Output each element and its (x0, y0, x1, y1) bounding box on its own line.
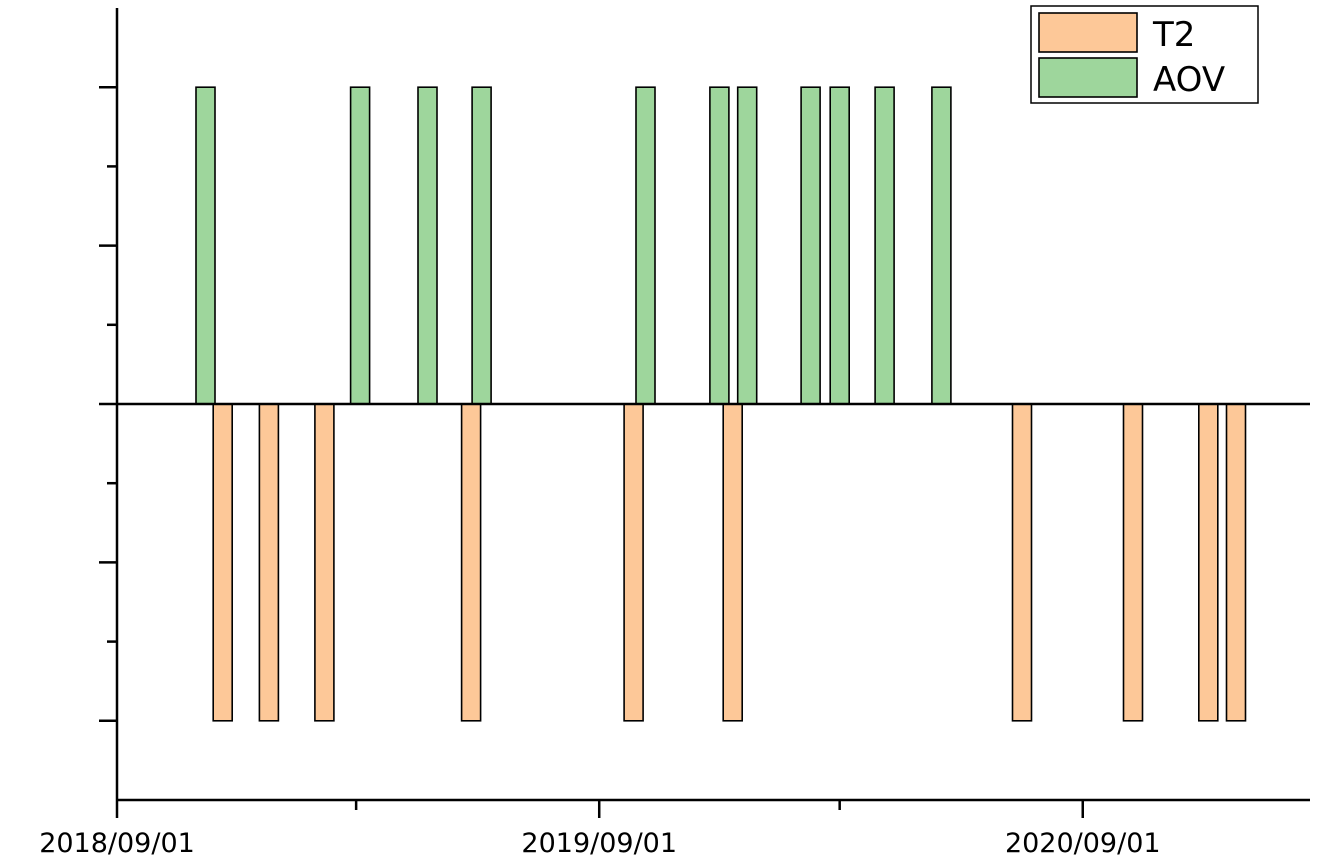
bar-t2-7 (1122, 403, 1144, 722)
bar-t2-2 (314, 403, 335, 722)
bar-aov-1 (349, 86, 371, 405)
x-tick-label-1: 2019/09/01 (521, 828, 677, 859)
bar-aov-5 (709, 86, 730, 405)
bar-aov-3 (471, 86, 492, 405)
bar-aov-9 (874, 86, 895, 405)
bar-aov-10 (931, 86, 952, 405)
bar-t2-9 (1225, 403, 1247, 722)
x-tick-label-0: 2018/09/01 (39, 828, 195, 859)
legend-label-t2: T2 (1152, 15, 1195, 55)
bar-aov-7 (800, 86, 821, 405)
legend-swatch-aov (1038, 57, 1138, 98)
bar-t2-1 (258, 403, 280, 722)
bar-t2-4 (623, 403, 644, 722)
bars-group (195, 86, 1247, 722)
bar-aov-8 (829, 86, 851, 405)
bar-t2-5 (722, 403, 744, 722)
x-tick-label-2: 2020/09/01 (1005, 828, 1161, 859)
bar-aov-2 (417, 86, 438, 405)
bar-aov-4 (635, 86, 656, 405)
bar-aov-6 (736, 86, 758, 405)
bar-t2-3 (460, 403, 482, 722)
bar-aov-0 (195, 86, 216, 405)
bar-t2-0 (212, 403, 233, 722)
ticks-group: 2018/09/01 2019/09/01 2020/09/01 (39, 85, 1161, 859)
bar-t2-8 (1198, 403, 1219, 722)
legend-swatch-t2 (1038, 12, 1138, 53)
legend-label-aov: AOV (1153, 60, 1225, 100)
bar-t2-6 (1011, 403, 1033, 722)
legend: T2 AOV (1030, 5, 1259, 104)
